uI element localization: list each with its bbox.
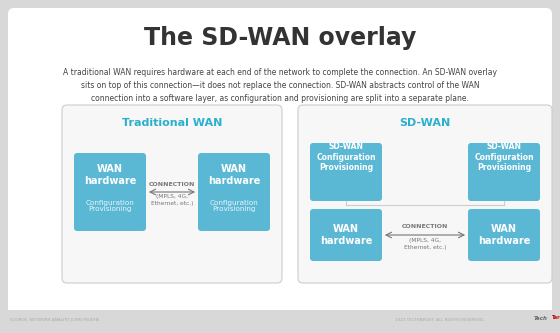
Text: CONNECTION: CONNECTION — [149, 181, 195, 186]
Text: WAN
hardware: WAN hardware — [320, 224, 372, 246]
Text: (MPLS, 4G,
Ethernet, etc.): (MPLS, 4G, Ethernet, etc.) — [151, 194, 193, 205]
Text: Configuration
Provisioning: Configuration Provisioning — [86, 199, 134, 212]
FancyBboxPatch shape — [198, 153, 270, 231]
Text: The SD-WAN overlay: The SD-WAN overlay — [144, 26, 416, 50]
FancyBboxPatch shape — [468, 143, 540, 201]
FancyBboxPatch shape — [310, 209, 382, 261]
Text: (MPLS, 4G,
Ethernet, etc.): (MPLS, 4G, Ethernet, etc.) — [404, 238, 446, 250]
Bar — [0, 310, 560, 333]
Text: 2022 TECHTARGET. ALL RIGHTS RESERVED.: 2022 TECHTARGET. ALL RIGHTS RESERVED. — [395, 318, 484, 322]
Text: SOURCE: NETWORK ANALYST JOHN FRUEHE: SOURCE: NETWORK ANALYST JOHN FRUEHE — [10, 318, 99, 322]
FancyBboxPatch shape — [468, 209, 540, 261]
Text: Traditional WAN: Traditional WAN — [122, 118, 222, 128]
Text: Tech: Tech — [534, 315, 548, 320]
FancyBboxPatch shape — [298, 105, 552, 283]
FancyBboxPatch shape — [74, 153, 146, 231]
FancyBboxPatch shape — [310, 143, 382, 201]
FancyBboxPatch shape — [8, 8, 552, 316]
Text: SD-WAN
Configuration
Provisioning: SD-WAN Configuration Provisioning — [474, 142, 534, 172]
Text: A traditional WAN requires hardware at each end of the network to complete the c: A traditional WAN requires hardware at e… — [63, 68, 497, 104]
Text: Target: Target — [552, 315, 560, 320]
FancyBboxPatch shape — [62, 105, 282, 283]
Text: SD-WAN: SD-WAN — [399, 118, 451, 128]
Text: Configuration
Provisioning: Configuration Provisioning — [209, 199, 258, 212]
Text: WAN
hardware: WAN hardware — [478, 224, 530, 246]
Text: WAN
hardware: WAN hardware — [84, 164, 136, 186]
Text: CONNECTION: CONNECTION — [402, 224, 448, 229]
Text: SD-WAN
Configuration
Provisioning: SD-WAN Configuration Provisioning — [316, 142, 376, 172]
Text: WAN
hardware: WAN hardware — [208, 164, 260, 186]
